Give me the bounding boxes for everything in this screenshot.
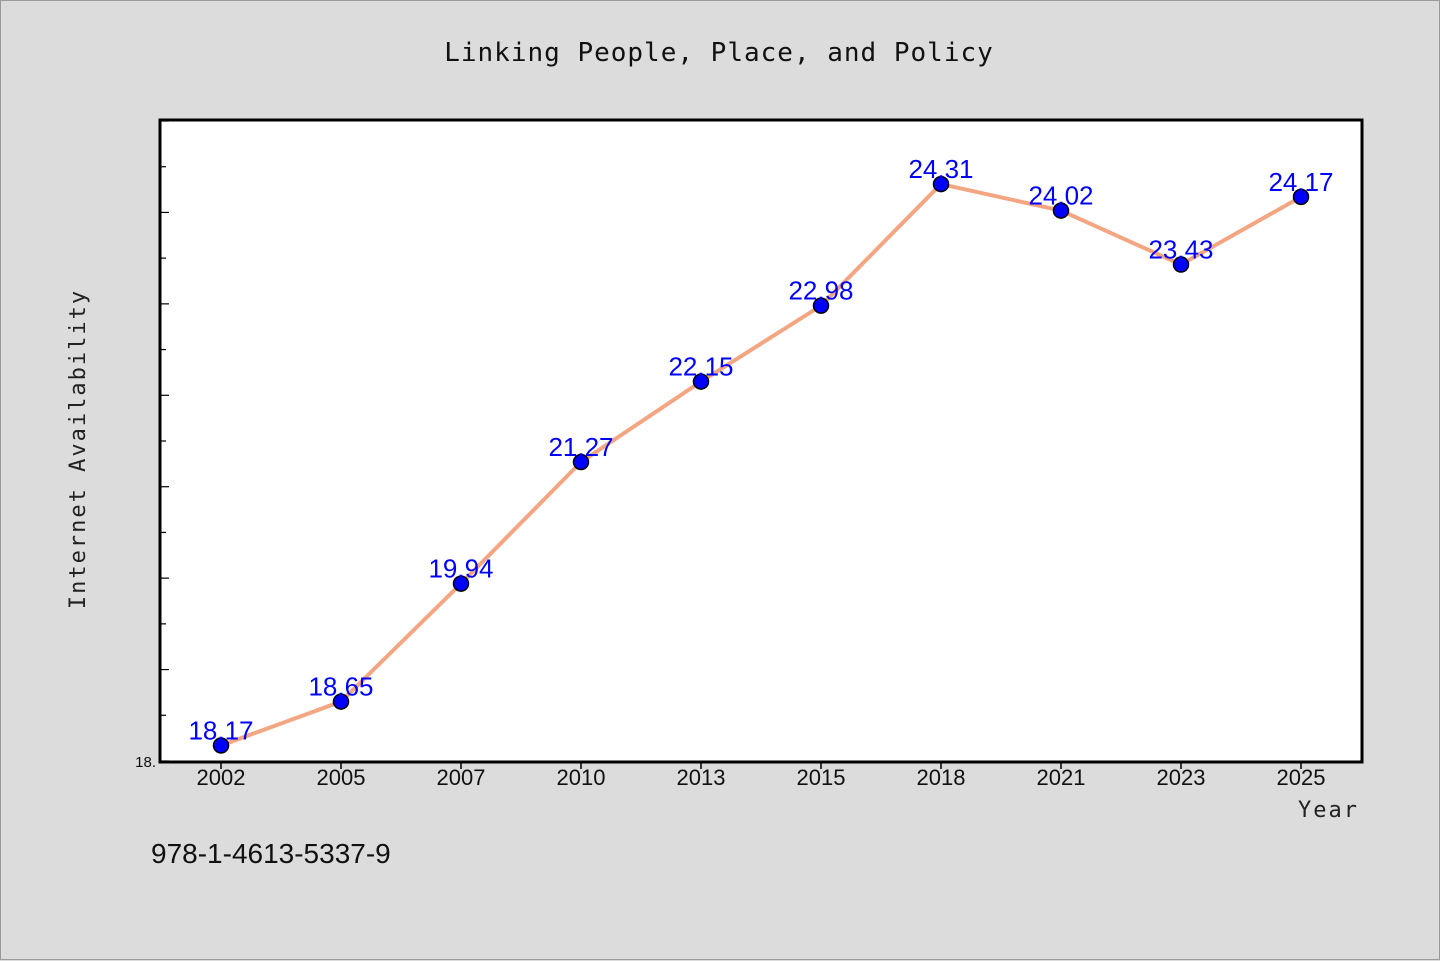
data-point: [452, 575, 470, 592]
data-point: [1052, 202, 1070, 219]
data-label: 19.94: [428, 554, 493, 584]
data-labels: 18.17 18.65 19.94 21.27 22.15 22.98 24.31 24.02…: [188, 154, 1333, 745]
data-label: 22.15: [668, 352, 733, 382]
series-line-group: [220, 182, 1302, 748]
x-tick-label: 2013: [677, 765, 726, 790]
data-point: [812, 297, 830, 314]
data-label: 24.17: [1268, 167, 1333, 197]
chart-title: Linking People, Place, and Policy: [444, 38, 994, 68]
data-point: [692, 373, 710, 390]
isbn-text: 978-1-4613-5337-9: [151, 838, 391, 869]
x-tick-label: 2023: [1157, 765, 1206, 790]
plot-area: [158, 118, 1364, 764]
data-label: 18.17: [188, 715, 253, 745]
data-label: 24.02: [1028, 181, 1093, 211]
data-label: 18.65: [308, 672, 373, 702]
x-tick-label: 2021: [1037, 765, 1086, 790]
series-line: [220, 182, 1302, 748]
data-point: [932, 175, 950, 193]
x-tick-label: 2005: [317, 765, 366, 790]
data-point: [212, 737, 230, 754]
x-tick-label: 2018: [917, 765, 966, 790]
data-point: [1172, 256, 1190, 273]
x-axis-ticks: 2002 2005 2007 2010 2013 2015 2018 2021 2023 2025: [197, 761, 1326, 790]
data-label: 24.31: [908, 154, 973, 184]
y-axis-ticks: [161, 120, 169, 762]
data-point: [572, 453, 590, 471]
y-tick-label: 18.: [135, 754, 156, 771]
data-label: 22.98: [788, 276, 853, 306]
data-label: 23.43: [1148, 235, 1213, 265]
x-tick-label: 2015: [797, 765, 846, 790]
data-point: [1292, 188, 1310, 206]
y-axis-label: Internet Availability: [66, 289, 91, 609]
data-label: 21.27: [548, 432, 613, 462]
data-markers: [212, 175, 1310, 754]
x-tick-label: 2002: [197, 765, 246, 790]
data-point: [332, 693, 350, 710]
x-tick-label: 2025: [1277, 765, 1326, 790]
x-tick-label: 2007: [437, 765, 486, 790]
x-axis-label: Year: [1298, 798, 1359, 823]
x-tick-label: 2010: [557, 765, 606, 790]
